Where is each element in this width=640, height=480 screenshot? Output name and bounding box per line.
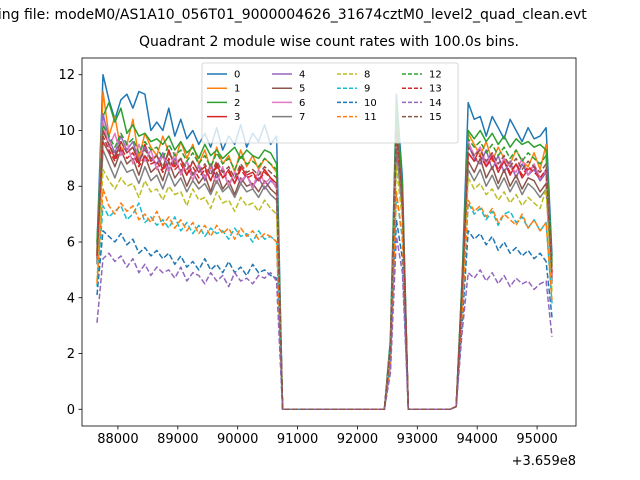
axes-title: Quadrant 2 module wise count rates with … [139, 34, 519, 50]
x-tick-label: 89000 [157, 432, 198, 447]
legend-label-9: 9 [364, 84, 370, 95]
legend-label-10: 10 [364, 98, 377, 109]
legend-box [201, 62, 459, 144]
legend-label-14: 14 [429, 98, 442, 109]
x-tick-label: 95000 [516, 432, 557, 447]
legend-label-5: 5 [299, 84, 305, 95]
legend-label-13: 13 [429, 84, 442, 95]
legend-label-0: 0 [234, 70, 240, 81]
legend-label-1: 1 [234, 84, 240, 95]
series-line-9 [96, 193, 553, 411]
y-tick-label: 10 [58, 124, 75, 139]
legend-label-3: 3 [234, 112, 240, 123]
legend-label-15: 15 [429, 112, 442, 123]
series-line-10 [96, 218, 553, 411]
x-tick-label: 92000 [337, 432, 378, 447]
series-line-15 [96, 129, 553, 411]
series-line-14 [96, 235, 553, 411]
legend-label-4: 4 [299, 70, 305, 81]
y-tick-label: 12 [58, 68, 75, 83]
x-tick-label: 94000 [457, 432, 498, 447]
x-tick-label: 93000 [397, 432, 438, 447]
y-tick-label: 4 [67, 291, 75, 306]
legend-label-6: 6 [299, 98, 305, 109]
legend-label-12: 12 [429, 70, 442, 81]
x-offset-label: +3.659e8 [512, 454, 576, 469]
x-tick-label: 90000 [217, 432, 258, 447]
series-line-8 [96, 165, 553, 411]
legend-label-7: 7 [299, 112, 305, 123]
x-tick-label: 91000 [277, 432, 318, 447]
y-tick-label: 2 [67, 347, 75, 362]
y-tick-label: 6 [67, 236, 75, 251]
y-tick-label: 8 [67, 180, 75, 195]
figure-suptitle: Plotting file: modeM0/AS1A10_056T01_9000… [0, 7, 587, 23]
x-tick-label: 88000 [97, 432, 138, 447]
legend-label-2: 2 [234, 98, 240, 109]
legend-label-8: 8 [364, 70, 370, 81]
series-line-11 [96, 188, 553, 411]
y-tick-label: 0 [67, 403, 75, 418]
legend-label-11: 11 [364, 112, 377, 123]
series-group [96, 73, 553, 411]
